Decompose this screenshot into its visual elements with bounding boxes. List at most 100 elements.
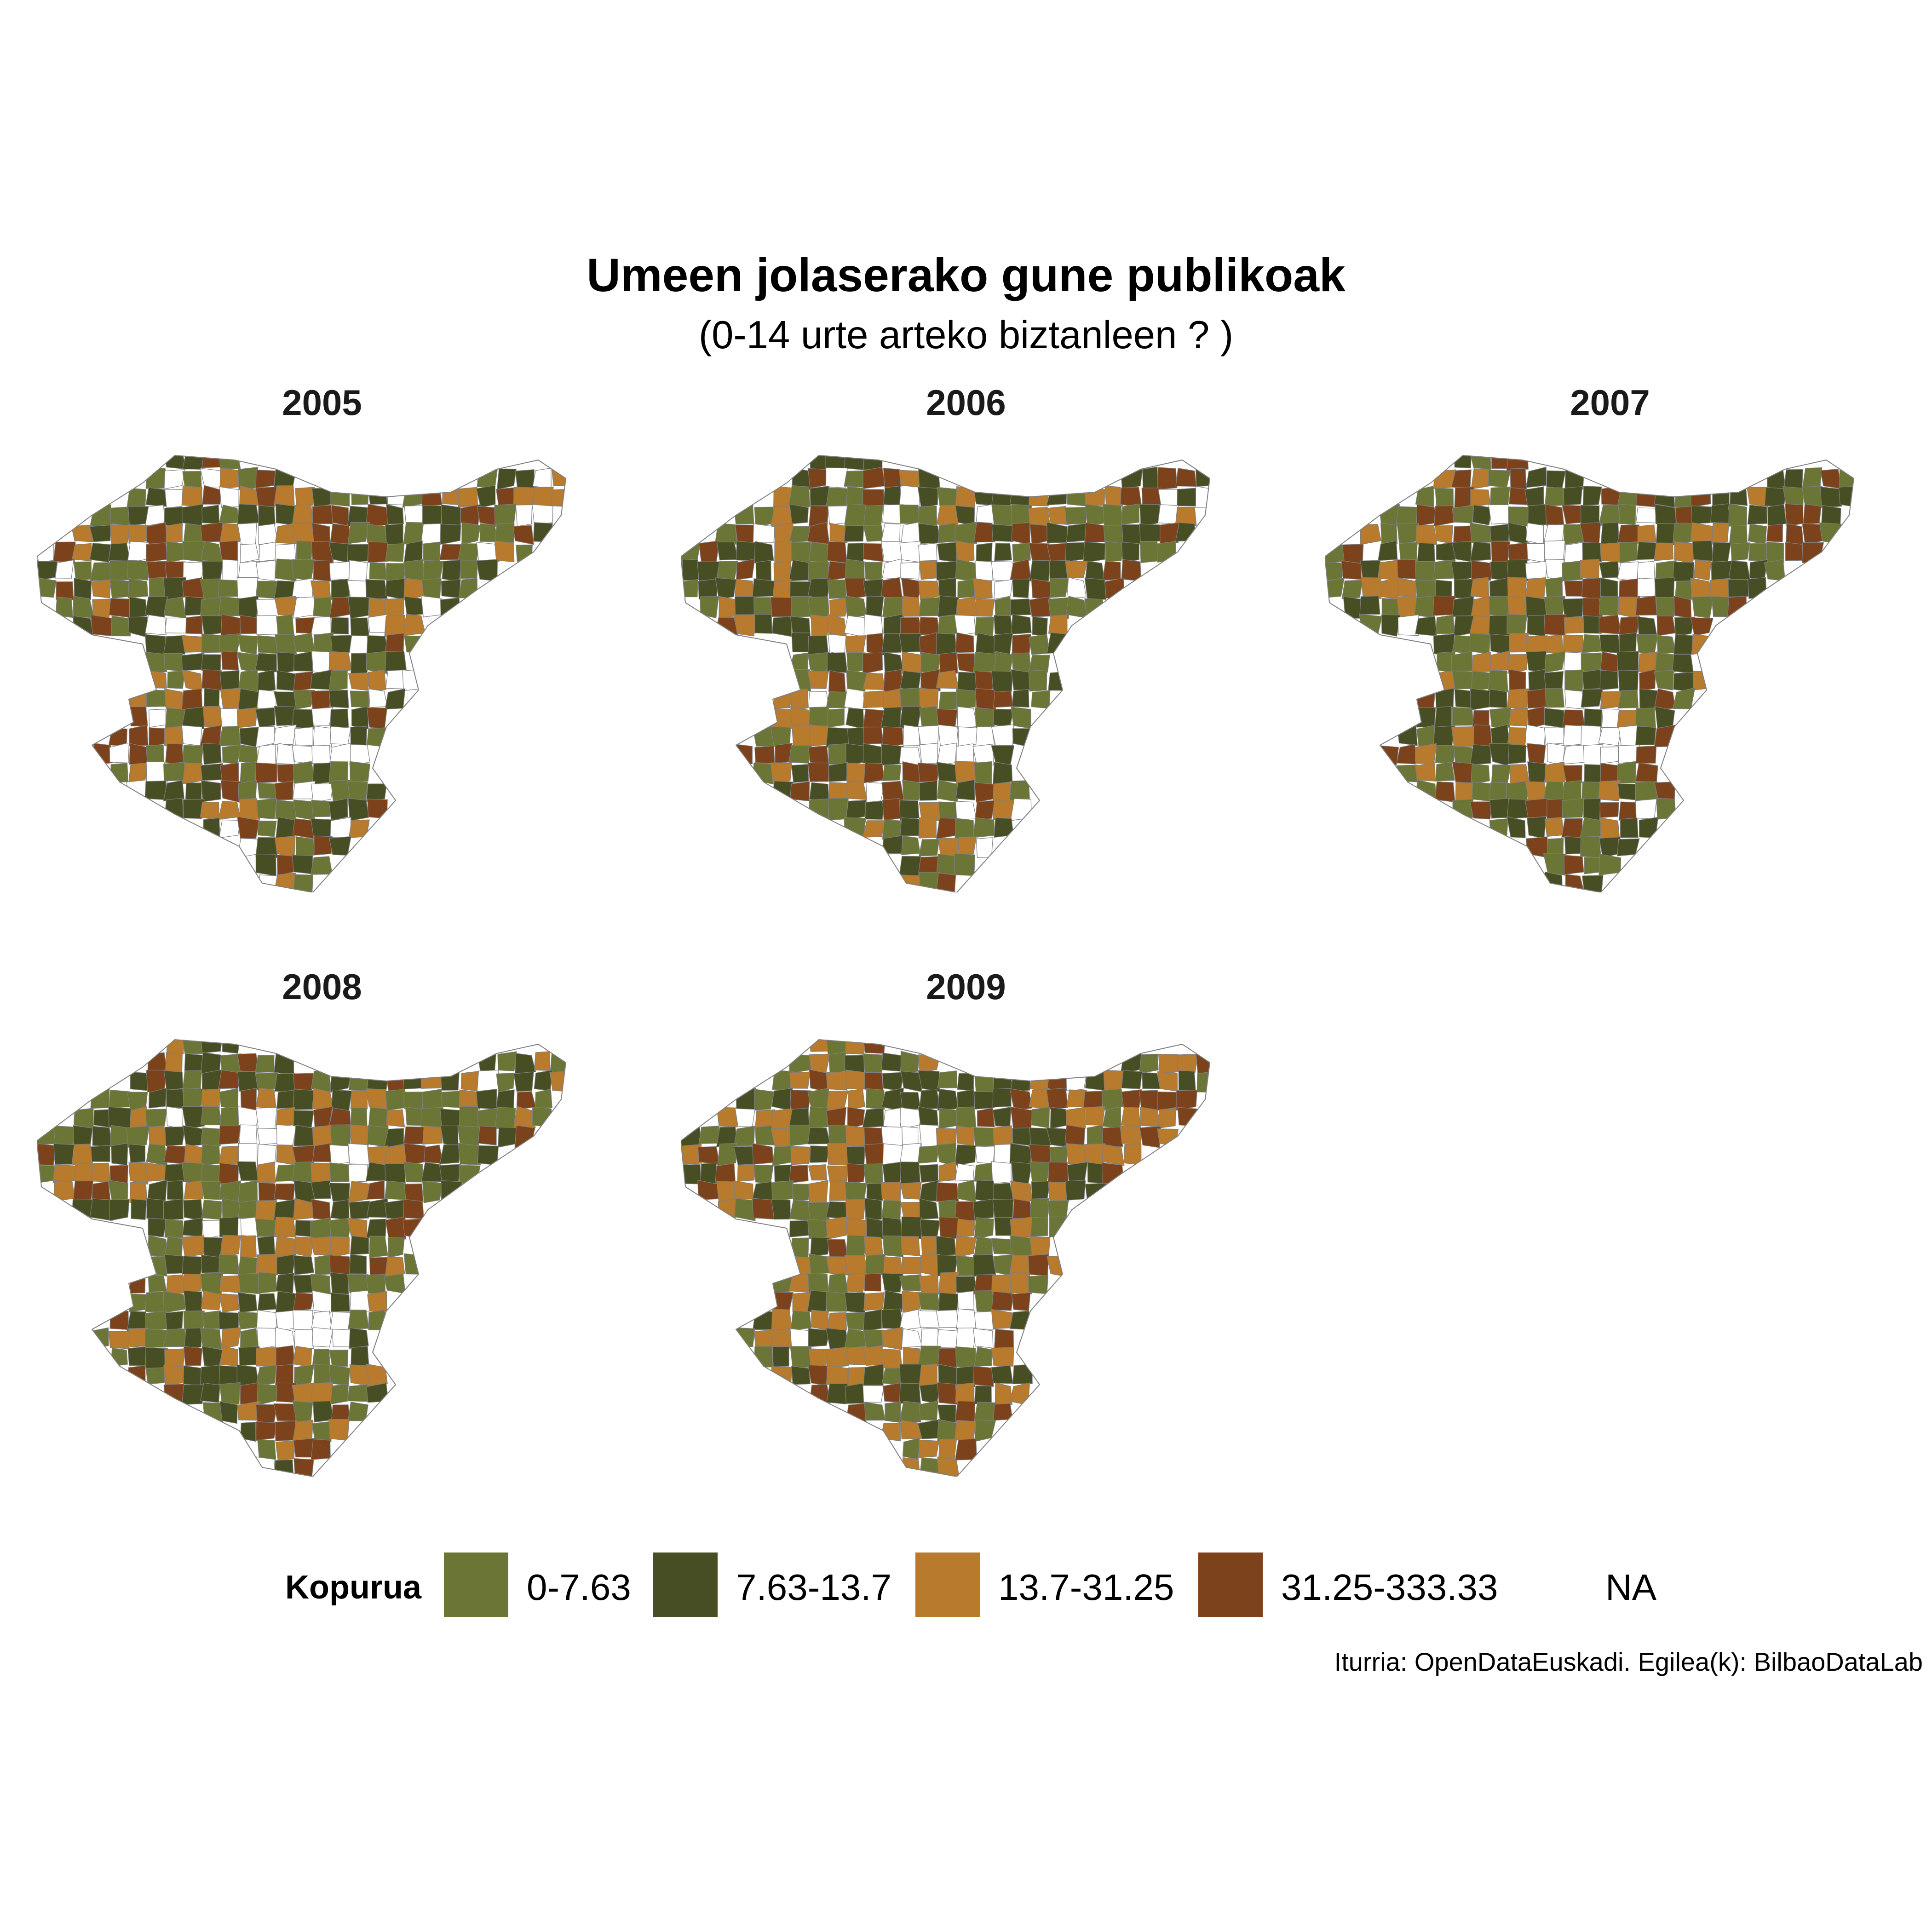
municipality-region (148, 727, 166, 748)
municipality-region (145, 744, 165, 764)
municipality-region (974, 1236, 993, 1257)
municipality-region (144, 670, 167, 689)
municipality-region (310, 783, 334, 803)
municipality-region (1397, 614, 1419, 636)
municipality-region (900, 1181, 922, 1200)
municipality-region (1009, 1143, 1031, 1165)
municipality-region (276, 670, 296, 691)
municipality-region (385, 1163, 406, 1184)
municipality-region (255, 1365, 277, 1387)
municipality-region (273, 485, 295, 506)
municipality-region (845, 1040, 867, 1055)
municipality-region (1580, 817, 1604, 839)
municipality-region (1084, 487, 1105, 506)
municipality-region (974, 1419, 996, 1442)
municipality-region (348, 1070, 369, 1091)
municipality-region (274, 1073, 297, 1093)
municipality-region (350, 617, 370, 637)
municipality-region (534, 1070, 553, 1091)
municipality-region (458, 578, 478, 599)
municipality-region (972, 1366, 994, 1387)
municipality-region (954, 853, 976, 876)
municipality-region (183, 523, 203, 544)
municipality-region (1508, 522, 1528, 545)
municipality-region (975, 688, 996, 711)
municipality-region (774, 540, 792, 564)
municipality-region (457, 1125, 481, 1147)
municipality-region (329, 836, 351, 856)
municipality-region (1639, 669, 1656, 691)
legend-key-1 (653, 1552, 718, 1617)
municipality-region (274, 1183, 295, 1201)
municipality-region (1802, 523, 1823, 545)
municipality-region (716, 1181, 736, 1202)
municipality-region (1527, 688, 1547, 709)
municipality-region (275, 1272, 294, 1294)
municipality-region (1583, 708, 1602, 728)
municipality-region (130, 706, 148, 727)
municipality-region (349, 1254, 367, 1275)
municipality-region (938, 577, 956, 598)
municipality-region (829, 523, 848, 543)
municipality-region (200, 1382, 220, 1403)
municipality-region (1692, 671, 1714, 690)
municipality-region (347, 522, 370, 544)
municipality-region (974, 1217, 994, 1240)
municipality-region (899, 633, 921, 653)
municipality-region (954, 818, 974, 839)
municipality-region (1158, 1108, 1176, 1129)
municipality-region (1049, 1216, 1066, 1239)
municipality-region (203, 687, 220, 708)
municipality-region (255, 1107, 277, 1129)
municipality-region (973, 1254, 996, 1277)
municipality-region (476, 542, 500, 563)
municipality-region (331, 578, 350, 601)
municipality-region (1416, 724, 1437, 748)
municipality-region (366, 783, 387, 802)
municipality-region (1454, 455, 1472, 469)
municipality-region (881, 1200, 902, 1219)
municipality-region (899, 799, 920, 821)
municipality-region (385, 1072, 405, 1092)
municipality-region (791, 724, 812, 748)
municipality-region (736, 540, 756, 561)
municipality-region (789, 503, 809, 524)
municipality-region (734, 1180, 754, 1200)
municipality-region (240, 1382, 259, 1404)
municipality-region (936, 632, 957, 655)
municipality-region (902, 1438, 920, 1460)
municipality-region (163, 1070, 184, 1091)
municipality-region (919, 688, 939, 709)
choropleth-map (681, 1035, 1251, 1477)
municipality-region (847, 1088, 865, 1110)
municipality-region (1010, 1217, 1033, 1238)
municipality-region (1728, 503, 1748, 527)
municipality-region (1142, 466, 1158, 490)
municipality-region (1506, 614, 1528, 634)
municipality-region (476, 1088, 497, 1110)
municipality-region (1637, 616, 1657, 637)
municipality-region (1010, 1180, 1032, 1202)
municipality-region (366, 1382, 389, 1403)
municipality-region (1139, 541, 1158, 564)
municipality-region (845, 635, 866, 654)
municipality-region (109, 598, 130, 618)
municipality-region (1619, 632, 1637, 655)
municipality-region (294, 1329, 314, 1349)
municipality-region (90, 504, 113, 527)
municipality-region (330, 1311, 352, 1332)
municipality-region (402, 1199, 425, 1219)
municipality-region (293, 651, 313, 672)
municipality-region (902, 1256, 921, 1274)
municipality-region (1104, 485, 1123, 508)
municipality-region (292, 1401, 313, 1422)
municipality-region (74, 577, 92, 600)
municipality-region (108, 542, 131, 564)
municipality-region (681, 1144, 702, 1165)
municipality-region (126, 1125, 150, 1148)
municipality-region (201, 1144, 221, 1166)
municipality-region (1414, 561, 1436, 582)
municipality-region (790, 1328, 811, 1348)
municipality-region (1692, 596, 1714, 619)
municipality-region (330, 1071, 352, 1092)
